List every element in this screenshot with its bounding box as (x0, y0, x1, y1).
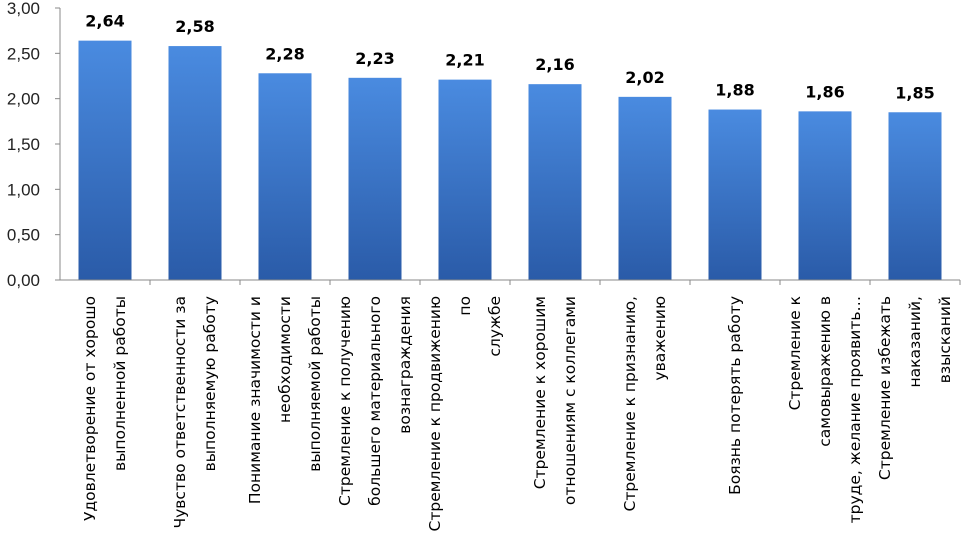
y-tick-label: 0,50 (7, 226, 40, 245)
category-label-line: большего материального (366, 296, 384, 506)
category-label-line: Стремление к продвижению (426, 296, 444, 531)
category-label-line: вознаграждения (396, 296, 414, 434)
data-label: 1,86 (805, 82, 844, 101)
category-label: Стремление к самовыражению в труде, желани… (786, 296, 864, 523)
y-tick-label: 3,00 (7, 0, 40, 18)
category-label-line: Стремление к (786, 296, 804, 410)
category-label-line: Боязнь потерять работу (726, 296, 744, 495)
category-label-line: Удовлетворение от хорошо (81, 296, 99, 521)
category-label-line: Чувство ответственности за (171, 296, 189, 529)
category-label-line: выполняемую работу (201, 296, 219, 471)
data-label: 1,88 (715, 81, 754, 100)
category-label: Стремление к продвижению по службе (426, 296, 504, 531)
category-label-line: самовыражению в (816, 296, 834, 447)
bar (528, 84, 582, 280)
data-label: 2,58 (175, 17, 214, 36)
bar (168, 46, 222, 280)
category-label-line: необходимости (276, 296, 294, 423)
y-axis: 0,00 0,50 1,00 1,50 2,00 2,50 3,00 (7, 0, 61, 290)
category-label: Стремление к признанию, уважению (621, 296, 669, 511)
bar (708, 109, 762, 281)
category-label-line: Стремление к хорошим (531, 296, 549, 489)
data-label: 1,85 (895, 83, 934, 102)
category-label: Стремление к хорошим отношениям с коллега… (531, 296, 579, 505)
data-label: 2,28 (265, 44, 304, 63)
bar (348, 77, 402, 281)
category-label-line: Стремление избежать (876, 296, 894, 480)
y-tick-label: 1,50 (7, 135, 40, 154)
y-tick-label: 1,00 (7, 180, 40, 199)
bar (78, 40, 132, 280)
category-label: Стремление избежать наказаний, взысканий (876, 296, 954, 480)
category-label: Понимание значимости и необходимости выпол… (246, 296, 324, 504)
category-label: Боязнь потерять работу (726, 296, 744, 495)
category-label-line: Понимание значимости и (246, 296, 264, 504)
category-label-line: труде, желание проявить… (846, 296, 864, 523)
category-label-line: наказаний, (906, 296, 924, 387)
data-label: 2,64 (85, 12, 124, 31)
category-label-line: по (456, 296, 474, 316)
category-label-line: взысканий (936, 296, 954, 383)
category-label-line: Стремление к получению (336, 296, 354, 506)
bar (798, 111, 852, 280)
category-label-line: выполняемой работы (306, 296, 324, 472)
x-axis: Удовлетворение от хорошо выполненной рабо… (60, 279, 961, 531)
category-label: Удовлетворение от хорошо выполненной рабо… (81, 296, 129, 521)
data-label: 2,21 (445, 51, 484, 70)
category-label-line: отношениям с коллегами (561, 296, 579, 505)
category-label-line: Стремление к признанию, (621, 296, 639, 511)
category-label-line: службе (486, 296, 504, 357)
bar (618, 96, 672, 280)
category-label-line: уважению (651, 296, 669, 381)
category-label: Стремление к получению большего материаль… (336, 296, 414, 506)
category-label: Чувство ответственности за выполняемую ра… (171, 296, 219, 529)
bar (258, 73, 312, 280)
bars: 2,64 2,58 2,28 2,23 2,21 2,16 2,02 1,88 1,86 1,85 (78, 12, 942, 281)
category-label-line: выполненной работы (111, 296, 129, 471)
data-label: 2,23 (355, 49, 394, 68)
y-tick-label: 2,50 (7, 44, 40, 63)
bar (438, 79, 492, 280)
y-tick-label: 2,00 (7, 90, 40, 109)
data-label: 2,02 (625, 68, 664, 87)
y-tick-label: 0,00 (7, 271, 40, 290)
bar (888, 112, 942, 281)
data-label: 2,16 (535, 55, 574, 74)
